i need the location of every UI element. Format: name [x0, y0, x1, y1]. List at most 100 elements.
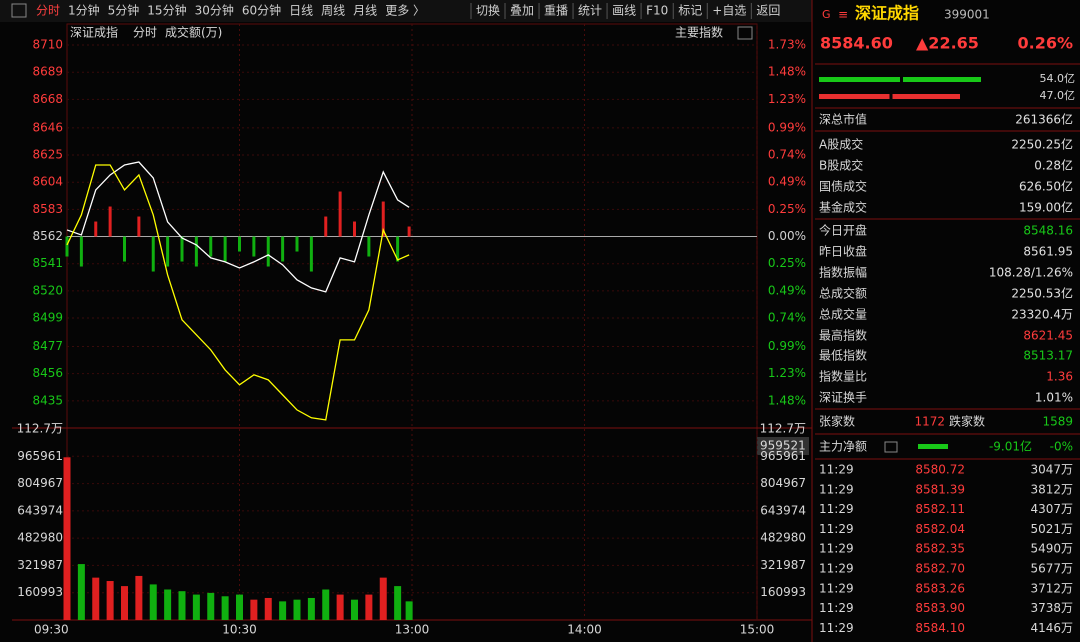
period-tab[interactable]: 30分钟 [195, 3, 234, 18]
x-tick-label: 13:00 [395, 623, 430, 637]
pct-tick-label: 0.25% [768, 202, 806, 216]
strength-bar [123, 236, 126, 262]
stat-label: 深总市值 [819, 112, 867, 127]
period-tab[interactable]: 月线 [353, 4, 377, 18]
period-tab[interactable]: 周线 [321, 4, 345, 18]
stat-value: 8561.95 [1023, 245, 1073, 259]
breadth-down: 1589 [1042, 415, 1073, 429]
main-flow-bar [918, 444, 948, 449]
quote-change: ▲22.65 [916, 34, 979, 53]
stat-value: 0.28亿 [1034, 158, 1073, 173]
strength-bar [137, 216, 141, 237]
breadth-label: 跌家数 [949, 414, 985, 429]
strength-bar [309, 236, 313, 272]
cursor-box [757, 437, 809, 455]
index-button[interactable]: 主要指数 [675, 25, 723, 40]
volume-bar [250, 599, 258, 620]
period-tab[interactable]: 1分钟 [68, 3, 100, 18]
stat-value: 159.00亿 [1019, 200, 1073, 215]
period: 分时 [133, 26, 157, 40]
volume-tick-label: 643974 [17, 503, 63, 517]
period-tab[interactable]: 日线 [289, 4, 313, 18]
quote-pct: 0.26% [1017, 34, 1073, 53]
tool-button[interactable]: 叠加 [510, 4, 534, 18]
pct-tick-label: 1.23% [768, 92, 806, 106]
tool-button[interactable]: 标记 [678, 4, 702, 18]
trade-price: 8583.90 [915, 601, 965, 615]
y-tick-label: 8435 [32, 393, 63, 407]
volume-tick-label: 804967 [760, 476, 806, 490]
index-button-icon[interactable] [737, 26, 753, 40]
strength-bar [180, 236, 184, 262]
trade-time: 11:29 [819, 502, 854, 516]
tool-button[interactable]: 画线 [612, 4, 636, 18]
main-flow-icon[interactable] [884, 441, 898, 453]
period-tab[interactable]: 分时 [36, 4, 60, 18]
flow-gap [900, 77, 903, 82]
tool-button[interactable]: F10 [646, 4, 668, 18]
trade-time: 11:29 [819, 601, 854, 615]
period-tab[interactable]: 更多 〉 [385, 4, 425, 18]
x-tick-label: 10:30 [222, 623, 257, 637]
stat-value: 23320.4万 [1011, 308, 1073, 322]
trade-time: 11:29 [819, 522, 854, 536]
volume-bar [322, 589, 330, 620]
trade-price: 8582.11 [915, 502, 965, 516]
breadth-up: 1172 [914, 415, 945, 429]
price-line [66, 164, 410, 421]
strength-bar [381, 201, 385, 237]
stat-value: 1.01% [1035, 391, 1073, 405]
strength-bar [367, 236, 371, 257]
x-tick-label: 09:30 [34, 623, 69, 637]
volume-bar [178, 591, 186, 620]
menu-icon[interactable]: ≡ [838, 8, 848, 22]
trade-price: 8583.26 [915, 581, 965, 595]
stat-value: 8513.17 [1023, 349, 1073, 363]
trade-time: 11:29 [819, 463, 854, 477]
tool-button[interactable]: 切换 [476, 4, 500, 18]
x-tick-label: 14:00 [567, 623, 602, 637]
tool-button[interactable]: +自选 [712, 4, 746, 18]
y-tick-label: 8625 [32, 148, 63, 162]
volume-bar [135, 575, 143, 620]
stat-value: 8621.45 [1023, 329, 1073, 343]
trade-price: 8584.10 [915, 621, 965, 635]
trade-price: 8580.72 [915, 463, 965, 477]
strength-bar [252, 236, 256, 257]
chart-title: 深证成指 [70, 25, 118, 40]
stat-value: 108.28/1.26% [989, 266, 1073, 280]
tool-button[interactable]: 重播 [544, 4, 568, 18]
strength-bar [79, 236, 83, 267]
tool-button[interactable]: 统计 [578, 4, 602, 18]
stat-label: 今日开盘 [819, 223, 867, 238]
trade-volume: 5677万 [1030, 562, 1073, 576]
volume-tick-label: 160993 [17, 585, 63, 599]
volume-bar [106, 581, 114, 620]
period-tab[interactable]: 5分钟 [108, 3, 140, 18]
volume-tick-label: 804967 [17, 476, 63, 490]
period-tab[interactable]: 60分钟 [242, 3, 281, 18]
flow-label: 47.0亿 [1040, 89, 1076, 102]
volume-tick-label: 482980 [17, 531, 63, 545]
stat-label: 昨日收盘 [819, 244, 867, 259]
trade-volume: 3047万 [1030, 463, 1073, 477]
volume-bar [405, 601, 413, 620]
pct-tick-label: 0.25% [768, 256, 806, 270]
stat-label: 总成交额 [819, 286, 867, 301]
trade-volume: 3712万 [1030, 581, 1073, 595]
panel-icon[interactable] [11, 3, 27, 18]
trade-volume: 5490万 [1030, 542, 1073, 556]
tool-button[interactable]: 返回 [756, 4, 780, 18]
stat-label: 深证换手 [819, 391, 867, 405]
pct-tick-label: 0.00% [768, 229, 806, 243]
strength-bar [194, 236, 198, 267]
volume-tick-label: 160993 [760, 585, 806, 599]
period-tab[interactable]: 15分钟 [147, 3, 186, 18]
pct-tick-label: 0.49% [768, 283, 806, 297]
toolbar-bg [0, 0, 812, 22]
stat-value: 2250.53亿 [1011, 286, 1073, 301]
strength-bar [94, 221, 98, 237]
y-tick-label: 8477 [32, 339, 63, 353]
strength-bar [238, 236, 241, 252]
